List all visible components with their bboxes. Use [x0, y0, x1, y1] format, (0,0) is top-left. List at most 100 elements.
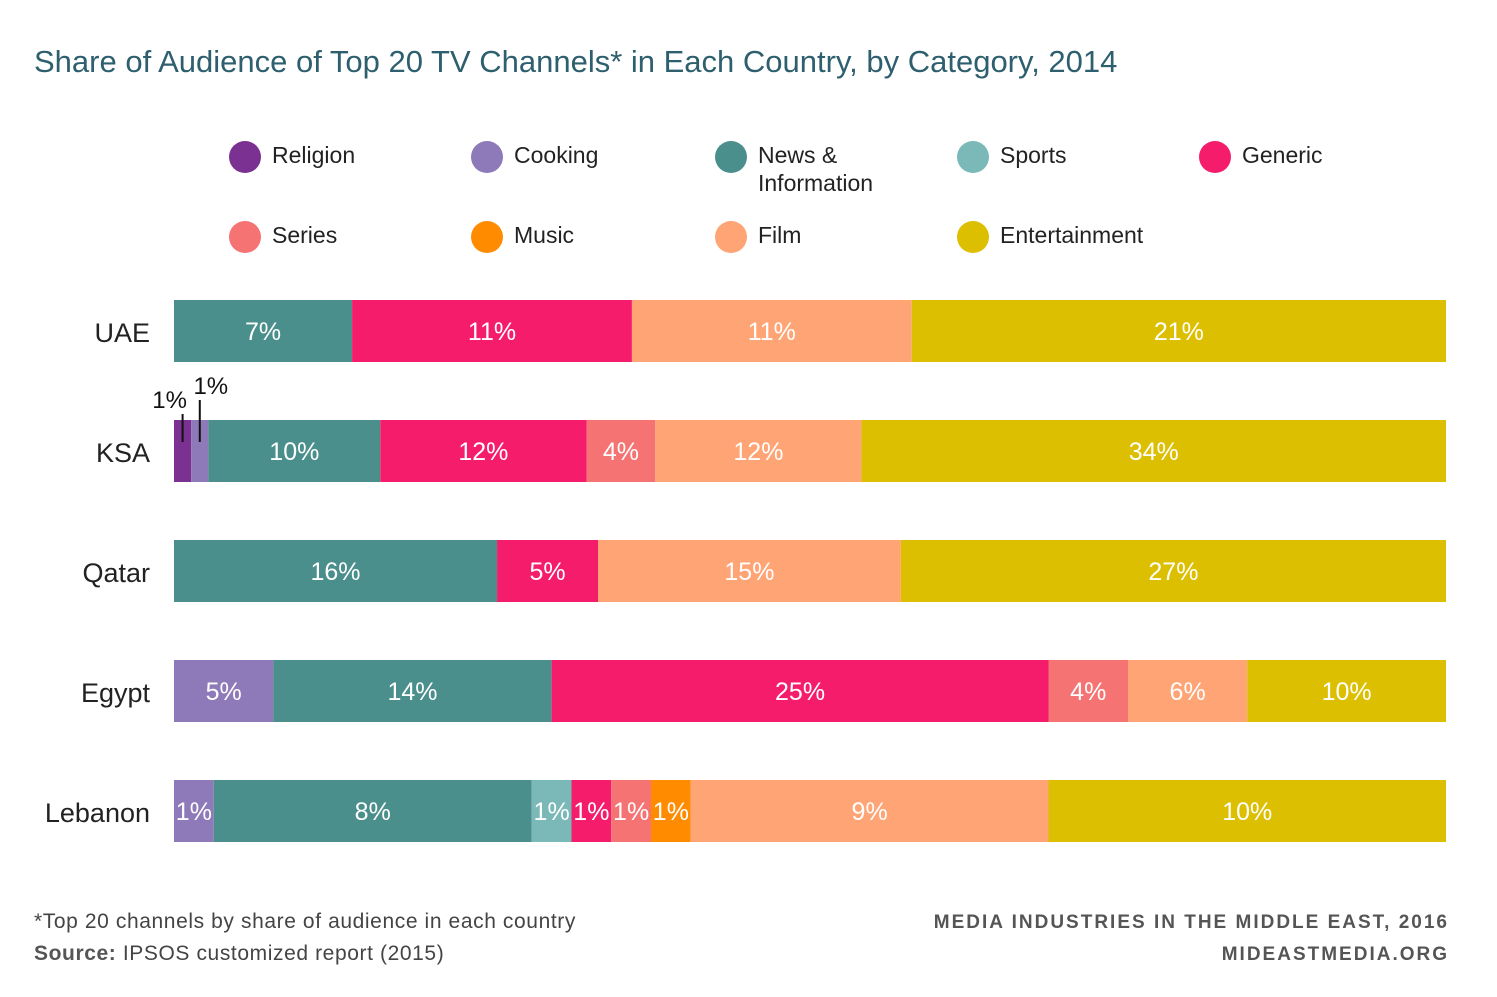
- category-label-lebanon: Lebanon: [45, 798, 150, 828]
- bar-segment-lebanon-news-information: [213, 780, 532, 842]
- data-label-qatar-generic: 5%: [529, 558, 565, 586]
- data-label-egypt-generic: 25%: [775, 678, 825, 706]
- legend-label-music: Music: [514, 222, 575, 248]
- bar-segment-egypt-news-information: [273, 660, 552, 722]
- bar-segment-ksa-religion: [174, 420, 192, 482]
- bar-segment-qatar-generic: [497, 540, 598, 602]
- data-label-ksa-film: 12%: [733, 438, 783, 466]
- data-label-lebanon-music: 1%: [653, 798, 689, 826]
- source-label: Source:: [34, 942, 117, 965]
- bar-segment-lebanon-series: [611, 780, 651, 842]
- data-label-lebanon-series: 1%: [613, 798, 649, 826]
- callout-label-ksa-cooking: 1%: [193, 373, 228, 400]
- data-label-egypt-entertainment: 10%: [1322, 678, 1372, 706]
- legend-swatch-generic: [1199, 141, 1231, 173]
- data-label-ksa-generic: 12%: [458, 438, 508, 466]
- legend-item-series: Series: [229, 221, 422, 253]
- bar-segment-egypt-cooking: [174, 660, 274, 722]
- source-line: Source: IPSOS customized report (2015): [34, 942, 444, 966]
- bar-segment-lebanon-music: [651, 780, 691, 842]
- source-text: IPSOS customized report (2015): [116, 942, 445, 965]
- chart-title: Share of Audience of Top 20 TV Channels*…: [34, 44, 1118, 79]
- bar-segment-lebanon-entertainment: [1048, 780, 1446, 842]
- bar-segment-egypt-entertainment: [1247, 660, 1446, 722]
- data-label-qatar-entertainment: 27%: [1148, 558, 1198, 586]
- legend-item-sports: Sports: [957, 141, 1150, 173]
- data-label-egypt-film: 6%: [1170, 678, 1206, 706]
- data-label-egypt-series: 4%: [1070, 678, 1106, 706]
- bar-segment-ksa-entertainment: [861, 420, 1446, 482]
- legend-label-entertainment: Entertainment: [1000, 222, 1144, 248]
- data-label-lebanon-sports: 1%: [534, 798, 570, 826]
- legend-label-sports: Sports: [1000, 142, 1067, 168]
- category-label-qatar: Qatar: [82, 558, 150, 588]
- data-label-uae-news-information: 7%: [245, 318, 281, 346]
- legend-label-film: Film: [758, 222, 802, 248]
- legend-swatch-sports: [957, 141, 989, 173]
- bar-segment-lebanon-cooking: [174, 780, 214, 842]
- website: MIDEASTMEDIA.ORG: [1221, 944, 1449, 965]
- legend-swatch-film: [715, 221, 747, 253]
- data-label-egypt-news-information: 14%: [387, 678, 437, 706]
- legend-item-entertainment: Entertainment: [957, 221, 1150, 253]
- legend-item-generic: Generic: [1199, 141, 1392, 173]
- bar-segment-qatar-film: [598, 540, 901, 602]
- data-label-qatar-film: 15%: [724, 558, 774, 586]
- bar-segment-uae-news-information: [174, 300, 353, 362]
- legend-label-cooking: Cooking: [514, 142, 599, 168]
- legend-label-news-line2: Information: [758, 170, 874, 196]
- bar-segment-ksa-news-information: [208, 420, 381, 482]
- legend-label-generic: Generic: [1242, 142, 1323, 168]
- legend-swatch-music: [471, 221, 503, 253]
- bar-segment-egypt-film: [1128, 660, 1248, 722]
- category-label-egypt: Egypt: [81, 678, 151, 708]
- bar-segment-lebanon-film: [690, 780, 1049, 842]
- data-label-lebanon-generic: 1%: [573, 798, 609, 826]
- legend-label-religion: Religion: [272, 142, 356, 168]
- bar-segment-egypt-generic: [551, 660, 1049, 722]
- legend-item-cooking: Cooking: [471, 141, 664, 173]
- data-label-lebanon-entertainment: 10%: [1222, 798, 1272, 826]
- legend-swatch-news-information: [715, 141, 747, 173]
- category-label-uae: UAE: [94, 318, 150, 348]
- legend-swatch-entertainment: [957, 221, 989, 253]
- data-label-lebanon-film: 9%: [852, 798, 888, 826]
- bar-segment-uae-entertainment: [911, 300, 1446, 362]
- legend-label-news-line1: News &: [758, 142, 838, 168]
- data-label-lebanon-cooking: 1%: [176, 798, 212, 826]
- bar-segment-qatar-news-information: [174, 540, 498, 602]
- data-label-egypt-cooking: 5%: [206, 678, 242, 706]
- data-label-uae-generic: 11%: [468, 318, 516, 346]
- legend-swatch-cooking: [471, 141, 503, 173]
- data-label-uae-entertainment: 21%: [1154, 318, 1204, 346]
- bar-segment-ksa-generic: [380, 420, 587, 482]
- data-label-ksa-series: 4%: [603, 438, 639, 466]
- legend-item-music: Music: [471, 221, 664, 253]
- callout-label-ksa-religion: 1%: [152, 387, 187, 414]
- data-label-lebanon-news-information: 8%: [355, 798, 391, 826]
- legend-label-series: Series: [272, 222, 338, 248]
- publication-name: MEDIA INDUSTRIES IN THE MIDDLE EAST, 201…: [933, 912, 1449, 933]
- legend-item-news-information: News & Information: [715, 141, 908, 197]
- bar-segment-ksa-series: [586, 420, 656, 482]
- legend-item-religion: Religion: [229, 141, 422, 173]
- bar-segment-lebanon-sports: [531, 780, 572, 842]
- data-label-ksa-news-information: 10%: [269, 438, 319, 466]
- data-label-ksa-entertainment: 34%: [1129, 438, 1179, 466]
- bar-segment-ksa-cooking: [191, 420, 209, 482]
- bar-segment-ksa-film: [655, 420, 862, 482]
- bar-segment-uae-film: [631, 300, 912, 362]
- legend-label-news-information: News & Information: [758, 141, 908, 197]
- bar-segment-qatar-entertainment: [900, 540, 1446, 602]
- footnote: *Top 20 channels by share of audience in…: [34, 910, 576, 933]
- data-label-qatar-news-information: 16%: [311, 558, 361, 586]
- bar-segment-lebanon-generic: [571, 780, 612, 842]
- category-label-ksa: KSA: [96, 438, 150, 468]
- bar-segment-uae-generic: [352, 300, 632, 362]
- legend-item-film: Film: [715, 221, 908, 253]
- legend-swatch-series: [229, 221, 261, 253]
- data-label-uae-film: 11%: [748, 318, 796, 346]
- legend-swatch-religion: [229, 141, 261, 173]
- bar-segment-egypt-series: [1048, 660, 1128, 722]
